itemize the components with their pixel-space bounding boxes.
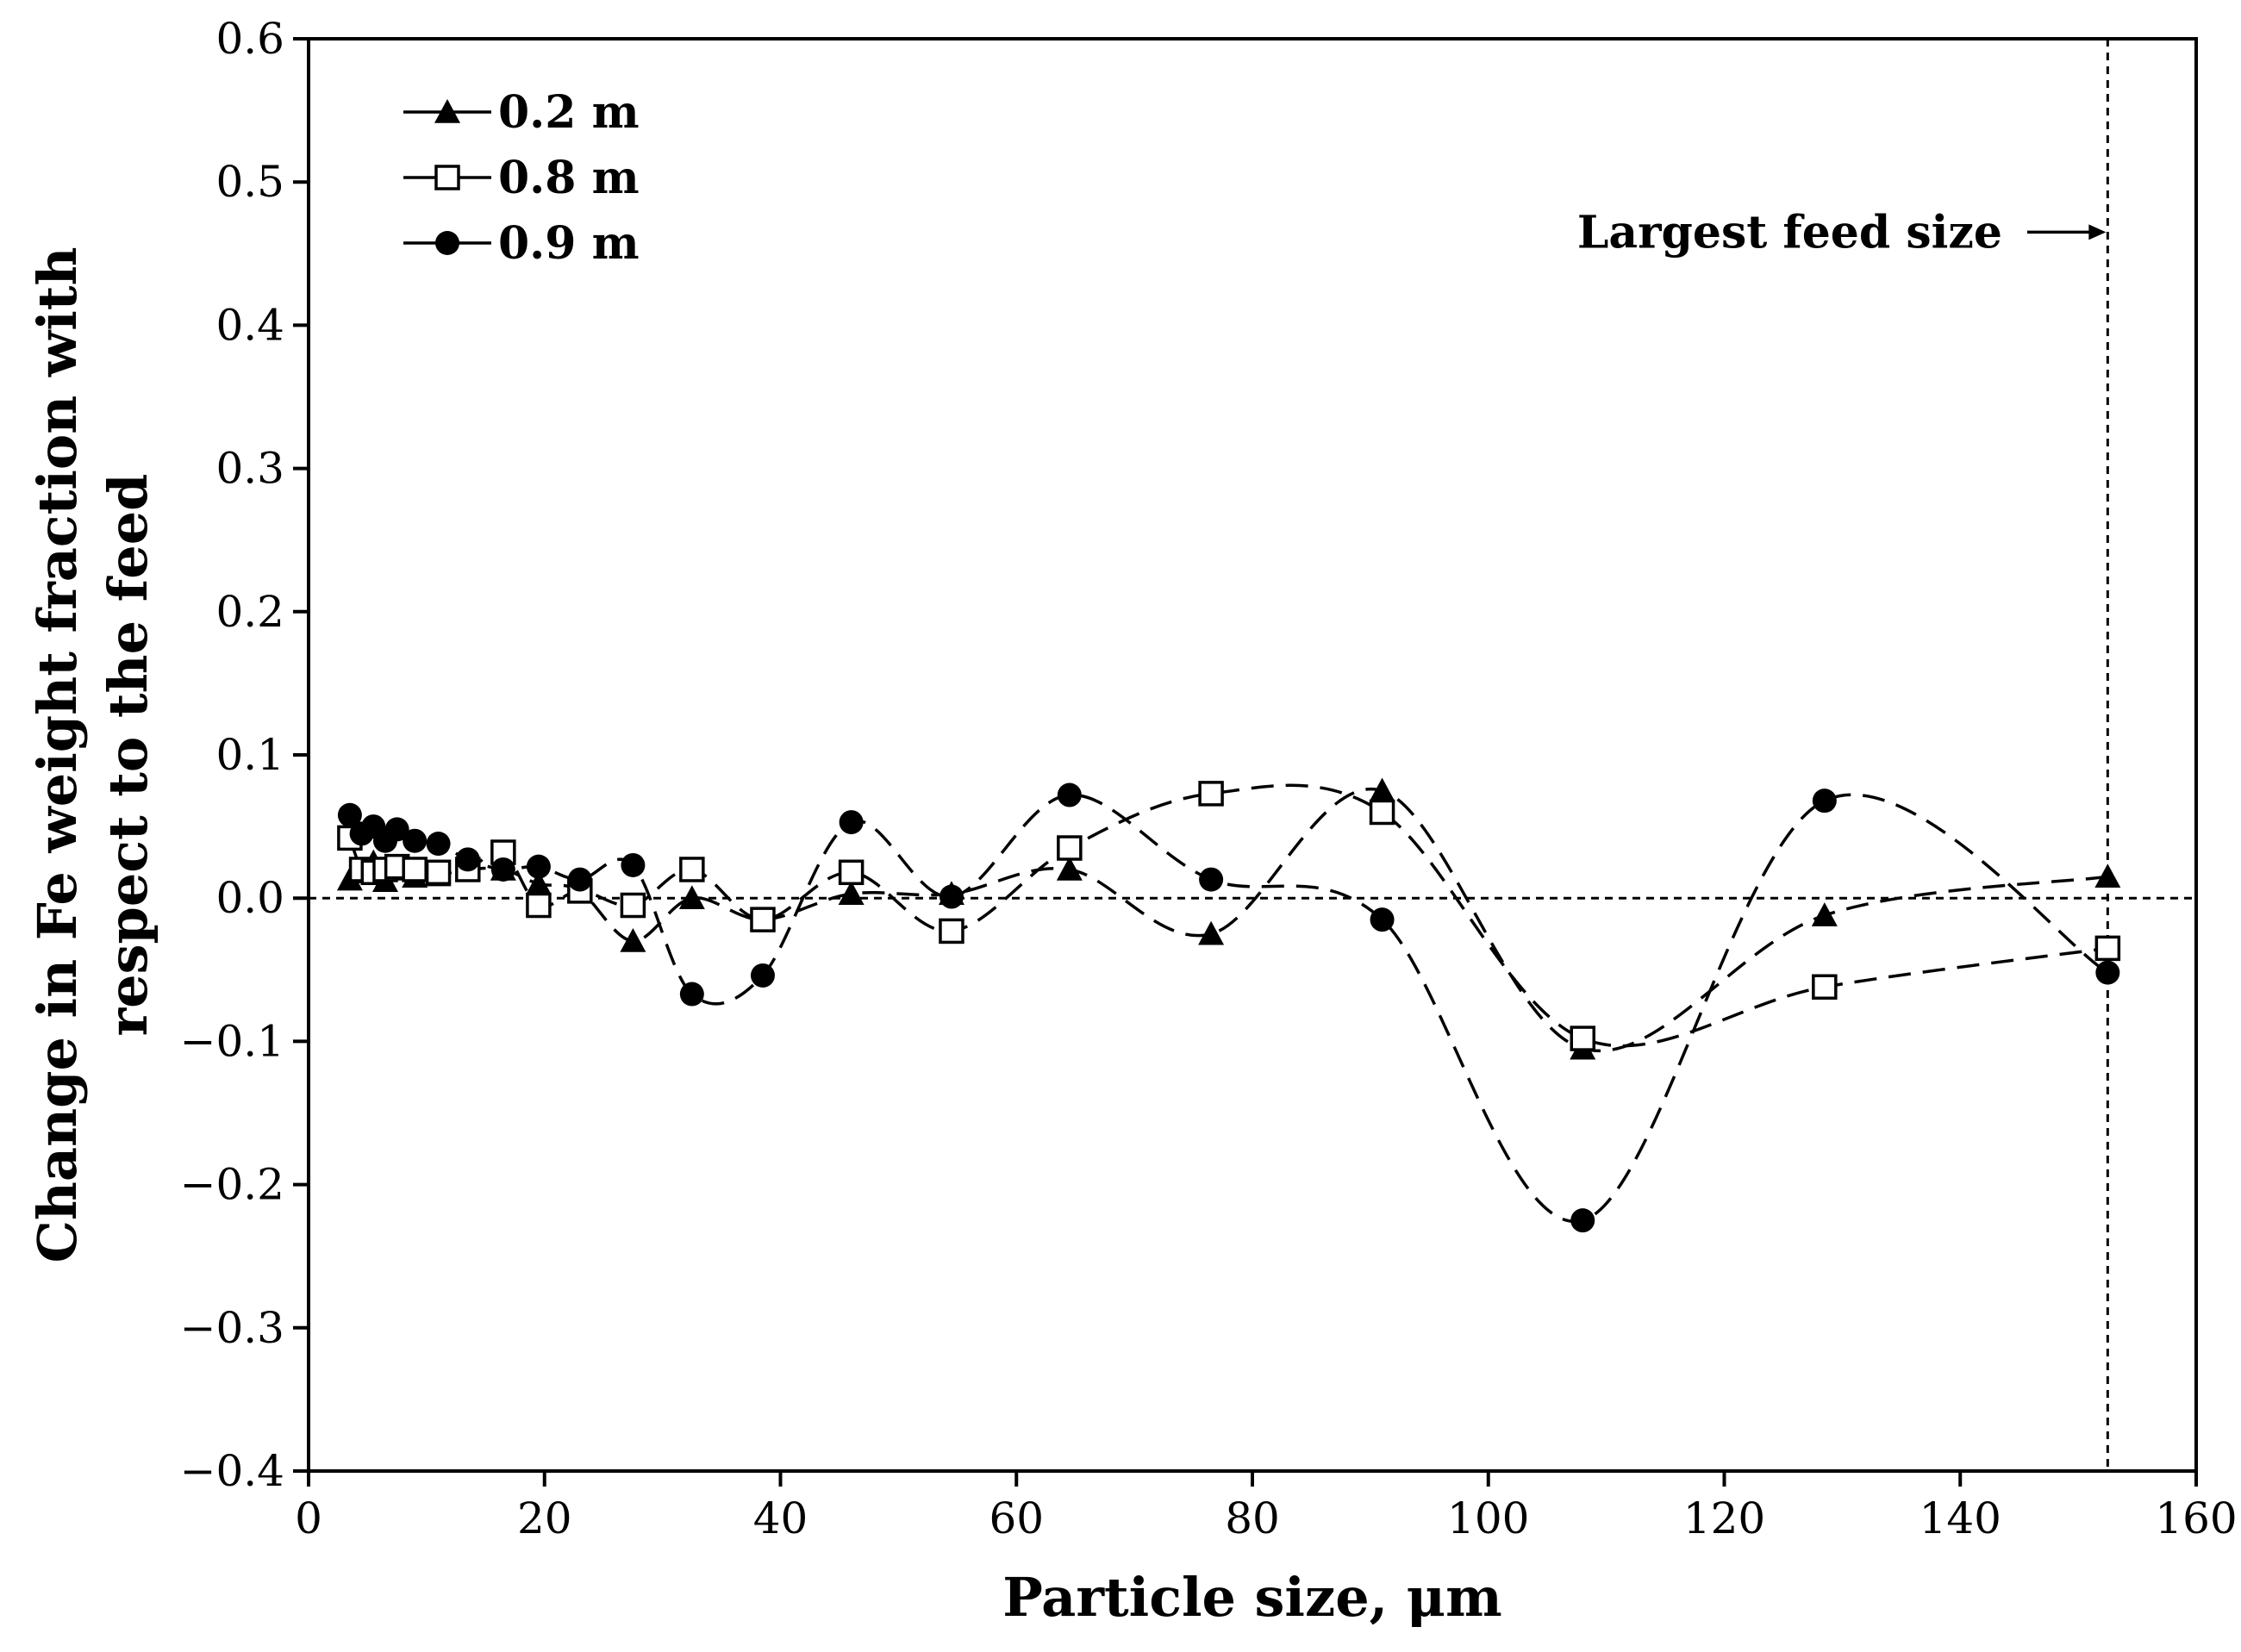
y-tick-label: −0.2 bbox=[180, 1160, 284, 1210]
data-point-0-9-m-20 bbox=[1812, 789, 1837, 814]
data-point-0-9-m-17 bbox=[1199, 867, 1224, 892]
plot-content bbox=[309, 39, 2196, 1471]
data-point-0-9-m-4 bbox=[384, 817, 409, 842]
y-axis-title-line-1: Change in Fe weight fraction with bbox=[26, 246, 89, 1262]
y-tick-label: 0.6 bbox=[215, 14, 284, 64]
data-point-0-2-m-11 bbox=[620, 928, 646, 952]
x-tick-label: 40 bbox=[753, 1493, 808, 1543]
y-tick-label: 0.4 bbox=[215, 300, 284, 350]
x-tick-label: 140 bbox=[1920, 1493, 2001, 1543]
legend-label-0-8-m: 0.8 m bbox=[498, 152, 640, 204]
y-tick-label: −0.4 bbox=[180, 1446, 284, 1496]
legend-item-0-2-m: 0.2 m bbox=[403, 86, 640, 139]
legend-label-0-2-m: 0.2 m bbox=[498, 86, 640, 139]
y-axis-title-line-2: respect to the feed bbox=[97, 473, 159, 1036]
data-point-0-8-m-15 bbox=[939, 918, 964, 944]
data-point-0-8-m-17 bbox=[1198, 781, 1224, 807]
y-tick-label: 0.2 bbox=[215, 587, 284, 637]
data-point-0-8-m-13 bbox=[750, 907, 776, 932]
annotation-arrow-head bbox=[2088, 224, 2107, 240]
x-tick-label: 60 bbox=[989, 1493, 1044, 1543]
x-tick-label: 100 bbox=[1447, 1493, 1529, 1543]
data-point-0-9-m-14 bbox=[839, 810, 864, 835]
y-tick-label: 0.3 bbox=[215, 444, 284, 494]
data-point-0-9-m-13 bbox=[750, 963, 775, 988]
y-tick-label: 0.1 bbox=[215, 730, 284, 780]
legend-item-0-9-m: 0.9 m bbox=[403, 217, 640, 270]
data-point-0-8-m-16 bbox=[1057, 835, 1083, 861]
data-point-0-2-m-21 bbox=[2094, 863, 2121, 888]
legend-marker-0-8-m bbox=[434, 165, 460, 190]
data-point-0-9-m-12 bbox=[679, 982, 704, 1007]
data-point-0-9-m-19 bbox=[1570, 1208, 1595, 1233]
x-tick-label: 80 bbox=[1225, 1493, 1280, 1543]
data-point-0-8-m-11 bbox=[620, 892, 646, 919]
data-point-0-9-m-7 bbox=[455, 847, 480, 872]
data-point-0-8-m-5 bbox=[402, 857, 428, 882]
data-point-0-9-m-11 bbox=[621, 852, 646, 877]
legend: 0.2 m 0.8 m 0.9 m bbox=[403, 86, 640, 270]
data-point-0-8-m-14 bbox=[838, 859, 865, 886]
x-axis-title: Particle size, μm bbox=[1002, 1566, 1502, 1629]
legend-marker-0-2-m bbox=[434, 99, 460, 123]
data-point-0-2-m-16 bbox=[1056, 856, 1083, 881]
data-point-0-9-m-18 bbox=[1370, 907, 1395, 932]
data-point-0-9-m-15 bbox=[939, 884, 964, 909]
data-point-0-2-m-17 bbox=[1198, 920, 1225, 945]
data-point-0-9-m-8 bbox=[490, 857, 515, 882]
legend-item-0-8-m: 0.8 m bbox=[403, 152, 640, 204]
data-point-0-9-m-9 bbox=[526, 854, 551, 879]
x-tick-label: 160 bbox=[2155, 1493, 2237, 1543]
data-point-0-9-m-5 bbox=[403, 828, 428, 853]
data-point-0-9-m-0 bbox=[337, 802, 362, 827]
annotation-largest-feed-size: Largest feed size bbox=[1577, 206, 2107, 259]
data-point-0-2-m-12 bbox=[678, 885, 705, 909]
data-point-0-9-m-10 bbox=[567, 867, 592, 892]
data-point-0-9-m-16 bbox=[1057, 782, 1082, 807]
axis-ticks: 0 20 40 60 80 100 120 140 160 −0.4 −0.3 −0.2 −0.1 0.0… bbox=[180, 14, 2238, 1543]
data-point-0-8-m-19 bbox=[1570, 1025, 1595, 1051]
legend-label-0-9-m: 0.9 m bbox=[498, 217, 640, 270]
annotation-text: Largest feed size bbox=[1577, 206, 2002, 259]
data-point-0-8-m-21 bbox=[2094, 935, 2121, 962]
data-point-0-8-m-18 bbox=[1369, 799, 1395, 826]
x-tick-label: 20 bbox=[517, 1493, 572, 1543]
data-point-0-9-m-6 bbox=[426, 832, 451, 857]
data-point-0-9-m-21 bbox=[2095, 960, 2120, 985]
y-tick-label: 0.5 bbox=[215, 157, 284, 207]
series-0-9-m bbox=[337, 782, 2120, 1233]
series-line-0-9-m bbox=[348, 793, 2109, 1224]
data-point-0-8-m-12 bbox=[679, 857, 705, 882]
x-tick-label: 0 bbox=[295, 1493, 322, 1543]
y-tick-label: −0.1 bbox=[180, 1016, 284, 1066]
y-tick-label: 0.0 bbox=[215, 873, 284, 923]
data-point-0-2-m-9 bbox=[525, 870, 552, 895]
x-tick-label: 120 bbox=[1683, 1493, 1765, 1543]
data-point-0-2-m-20 bbox=[1811, 902, 1838, 926]
data-point-0-2-m-18 bbox=[1369, 777, 1395, 802]
y-tick-label: −0.3 bbox=[180, 1303, 284, 1353]
data-point-0-8-m-9 bbox=[526, 892, 552, 919]
legend-marker-0-9-m bbox=[435, 231, 459, 255]
data-point-0-2-m-14 bbox=[838, 881, 865, 905]
data-point-0-8-m-20 bbox=[1812, 974, 1838, 1000]
data-point-0-8-m-6 bbox=[425, 859, 452, 886]
